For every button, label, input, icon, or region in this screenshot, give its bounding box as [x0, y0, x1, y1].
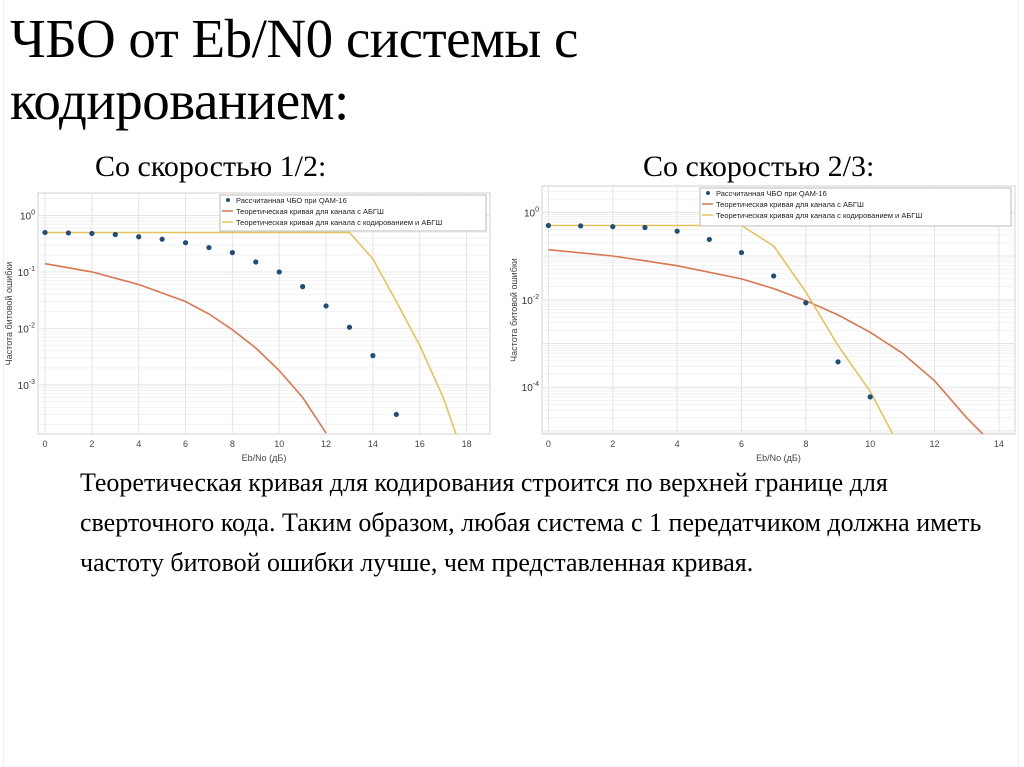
x-tick-label: 12 [321, 439, 331, 449]
ber-data-point [253, 259, 259, 265]
x-tick-label: 8 [803, 439, 808, 449]
y-tick-label: 10-4 [522, 381, 539, 394]
ber-data-point [771, 273, 777, 279]
ber-data-point [867, 394, 873, 400]
x-tick-label: 10 [865, 439, 875, 449]
legend-entry: Теоретическая кривая для канала с АБГШ [236, 207, 384, 216]
awgn-theory-curve [548, 248, 984, 434]
ber-data-point [803, 300, 809, 306]
y-tick-label: 100 [524, 206, 539, 219]
ber-data-point [642, 224, 648, 231]
x-tick-label: 8 [230, 439, 235, 449]
ber-data-point [182, 240, 189, 246]
y-axis-label: Частота битовой ошибки [509, 258, 519, 362]
slide-title: ЧБО от Eb/N0 системы с кодированием: [10, 8, 578, 132]
ber-data-point [545, 222, 552, 229]
x-tick-label: 18 [462, 439, 472, 449]
x-tick-label: 14 [368, 439, 378, 449]
ber-data-point [229, 250, 235, 256]
x-tick-label: 16 [415, 439, 425, 449]
ber-data-point [206, 244, 212, 251]
ber-data-point [300, 284, 306, 290]
x-tick-label: 2 [610, 439, 615, 449]
x-tick-label: 6 [739, 439, 744, 449]
ber-data-point [346, 324, 353, 330]
x-axis-label: Eb/No (дБ) [756, 453, 801, 463]
legend-entry: Рассчитанная ЧБО при QAM-16 [716, 189, 827, 198]
ber-data-point [89, 230, 95, 237]
slide-right-edge [1018, 0, 1019, 767]
ber-data-point [706, 236, 712, 243]
title-line-2: кодированием: [10, 70, 349, 131]
subtitle-rate-two-thirds: Со скоростью 2/3: [643, 150, 875, 183]
chart-legend: Рассчитанная ЧБО при QAM-16 Теоретическая… [219, 194, 487, 232]
ber-data-point [323, 303, 329, 309]
legend-entry: Теоретическая кривая для канала с кодиро… [236, 218, 442, 227]
x-tick-label: 10 [274, 439, 284, 449]
ber-chart-right: 0 2 4 6 8 10 12 14 100 10-2 10-4 Eb/No (дБ) Частота … [509, 185, 1016, 463]
x-tick-label: 12 [930, 439, 940, 449]
y-tick-label: 10-2 [18, 322, 35, 335]
ber-chart-left: 0 2 4 6 8 10 12 14 16 18 100 10-1 10-2 10-3 Eb/No (дБ)… [4, 192, 491, 463]
awgn-theory-curve [44, 262, 327, 434]
chart-rate-half: 0 2 4 6 8 10 12 14 16 18 100 10-1 10-2 10-3 Eb/No (дБ)… [0, 180, 505, 470]
ber-data-point [674, 228, 680, 234]
chart-legend: Рассчитанная ЧБО при QAM-16 Теоретическая… [699, 187, 1012, 227]
x-tick-label: 14 [994, 439, 1004, 449]
coded-theory-curve [45, 231, 457, 434]
ber-data-point [578, 223, 584, 229]
ber-data-point [42, 229, 48, 236]
ber-data-point [738, 249, 745, 256]
ber-data-point [276, 269, 282, 275]
y-tick-label: 100 [20, 209, 35, 222]
slide-left-edge [3, 0, 4, 767]
x-tick-label: 4 [675, 439, 680, 449]
chart-rate-two-thirds: 0 2 4 6 8 10 12 14 100 10-2 10-4 Eb/No (дБ) Частота … [505, 175, 1024, 470]
legend-entry: Теоретическая кривая для канала с кодиро… [716, 211, 922, 220]
legend-entry: Теоретическая кривая для канала с АБГШ [716, 200, 864, 209]
ber-data-point [65, 230, 72, 236]
explanation-paragraph: Теоретическая кривая для кодирования стр… [80, 468, 982, 577]
ber-data-point [159, 236, 165, 242]
ber-data-point [370, 353, 376, 359]
ber-data-point [393, 411, 399, 418]
x-tick-label: 0 [43, 439, 48, 449]
x-tick-label: 6 [183, 439, 188, 449]
x-axis-label: Eb/No (дБ) [242, 453, 287, 463]
ber-data-point [136, 234, 142, 240]
x-tick-label: 2 [89, 439, 94, 449]
x-tick-label: 0 [546, 439, 551, 449]
y-tick-label: 10-1 [18, 266, 35, 279]
subtitle-rate-half: Со скоростью 1/2: [95, 150, 327, 183]
ber-data-point [112, 231, 118, 238]
legend-entry: Рассчитанная ЧБО при QAM-16 [236, 196, 347, 205]
y-axis-label: Частота битовой ошибки [4, 262, 14, 366]
title-line-1: ЧБО от Eb/N0 системы с [10, 8, 578, 69]
ber-data-point [835, 359, 841, 365]
x-tick-label: 4 [136, 439, 141, 449]
y-tick-label: 10-3 [18, 379, 35, 392]
ber-data-point [610, 224, 616, 230]
y-tick-label: 10-2 [522, 294, 539, 307]
